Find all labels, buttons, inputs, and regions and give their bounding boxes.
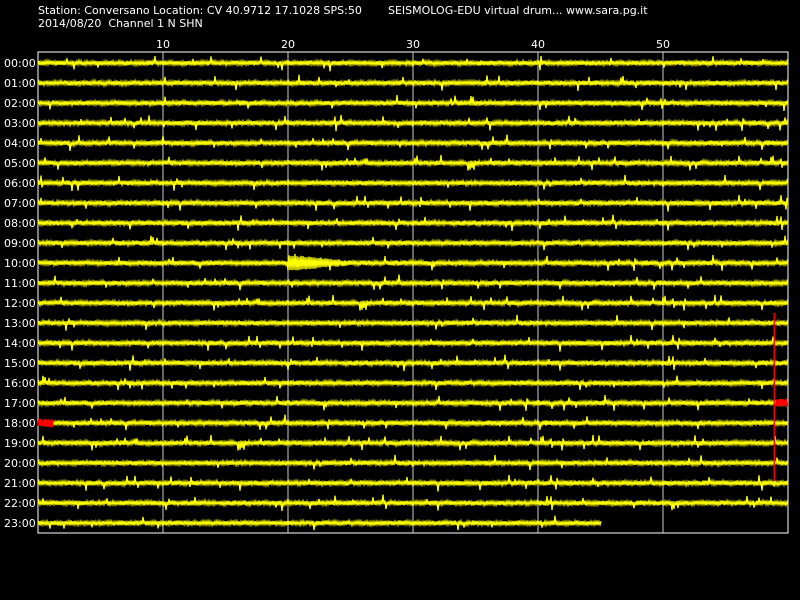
trace-0600 <box>37 174 789 192</box>
minute-tick-label: 10 <box>156 38 170 51</box>
trace-1500 <box>37 354 789 371</box>
trace-0300 <box>37 114 789 132</box>
hour-label: 08:00 <box>4 217 36 230</box>
trace-0500 <box>37 155 789 171</box>
hour-label: 11:00 <box>4 277 36 290</box>
event-highlight-1700 <box>774 398 789 407</box>
hour-label: 12:00 <box>4 297 36 310</box>
minute-tick-label: 30 <box>406 38 420 51</box>
trace-1400 <box>37 335 789 352</box>
minute-grid <box>37 51 789 534</box>
trace-0100 <box>37 74 789 91</box>
trace-0700 <box>37 195 789 212</box>
trace-2200 <box>37 494 789 511</box>
trace-0000 <box>37 55 789 72</box>
trace-2300 <box>37 515 602 531</box>
minute-tick-label: 20 <box>281 38 295 51</box>
header-station-info: Station: Conversano Location: CV 40.9712… <box>38 4 362 30</box>
hour-label: 13:00 <box>4 317 36 330</box>
hour-label: 18:00 <box>4 417 36 430</box>
trace-0400 <box>37 134 789 151</box>
seismic-traces <box>37 55 789 531</box>
hour-label: 23:00 <box>4 517 36 530</box>
hour-label: 16:00 <box>4 377 36 390</box>
trace-2000 <box>37 454 789 471</box>
hour-label: 21:00 <box>4 477 36 490</box>
hour-label: 19:00 <box>4 437 36 450</box>
hour-label: 14:00 <box>4 337 36 350</box>
hour-label: 20:00 <box>4 457 36 470</box>
trace-1000 <box>37 253 789 271</box>
hour-label: 00:00 <box>4 57 36 70</box>
hour-labels: 00:00 01:00 02:00 03:00 04:00 05:00 06:00 07:00… <box>4 57 36 530</box>
hour-label: 01:00 <box>4 77 36 90</box>
hour-label: 03:00 <box>4 117 36 130</box>
program-title: SEISMOLOG-EDU virtual drum... www.sara.p… <box>388 4 648 17</box>
hour-label: 05:00 <box>4 157 36 170</box>
hour-label: 04:00 <box>4 137 36 150</box>
trace-1200 <box>37 294 789 311</box>
minute-tick-labels: 10 20 30 40 50 <box>156 38 670 51</box>
trace-0800 <box>37 214 789 231</box>
hour-label: 22:00 <box>4 497 36 510</box>
hour-label: 09:00 <box>4 237 36 250</box>
trace-1100 <box>37 274 789 291</box>
minute-tick-label: 50 <box>656 38 670 51</box>
trace-1800 <box>37 414 789 431</box>
trace-1900 <box>37 434 789 451</box>
trace-1300 <box>37 314 789 331</box>
trace-0200 <box>37 95 789 111</box>
station-line: Station: Conversano Location: CV 40.9712… <box>38 4 362 17</box>
hour-label: 02:00 <box>4 97 36 110</box>
trace-1700 <box>37 395 789 411</box>
trace-2100 <box>37 475 789 492</box>
date-channel-line: 2014/08/20 Channel 1 N SHN <box>38 17 203 30</box>
hour-label: 07:00 <box>4 197 36 210</box>
trace-0900 <box>37 235 789 251</box>
minute-tick-label: 40 <box>531 38 545 51</box>
hour-label: 15:00 <box>4 357 36 370</box>
hour-label: 06:00 <box>4 177 36 190</box>
trace-1600 <box>37 375 789 391</box>
hour-label: 17:00 <box>4 397 36 410</box>
event-highlight-1800 <box>37 418 54 428</box>
hour-label: 10:00 <box>4 257 36 270</box>
